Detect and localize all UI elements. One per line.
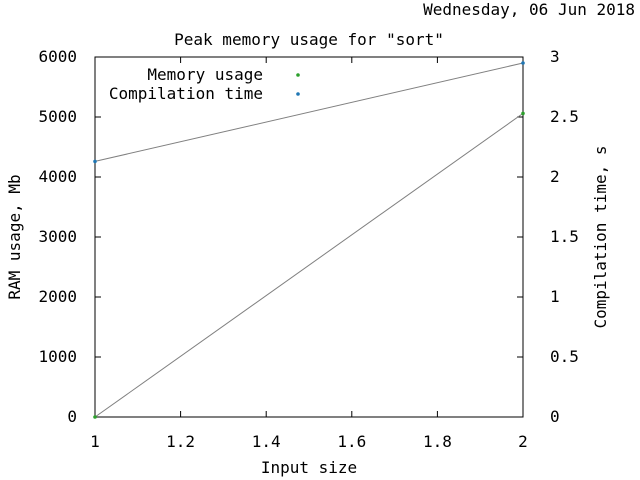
y2-tick-label: 1.5 <box>550 227 579 246</box>
timestamp: Wednesday, 06 Jun 2018 <box>423 0 635 19</box>
x-axis: 1 1.2 1.4 1.6 1.8 2 <box>90 57 528 451</box>
y-tick-label: 3000 <box>38 227 77 246</box>
legend-marker <box>296 92 300 96</box>
legend-marker <box>296 73 300 77</box>
data-point <box>93 415 97 419</box>
data-point <box>521 111 525 116</box>
y-axis-label: RAM usage, Mb <box>5 174 24 299</box>
series-line-0 <box>94 112 524 418</box>
x-tick-label: 1.4 <box>252 432 281 451</box>
series-line-1 <box>94 62 524 162</box>
legend-label: Memory usage <box>147 65 263 84</box>
x-tick-label: 1.8 <box>423 432 452 451</box>
x-tick-label: 1 <box>90 432 100 451</box>
y2-tick-label: 0 <box>550 407 560 426</box>
chart-title: Peak memory usage for "sort" <box>174 30 444 49</box>
y2-tick-label: 2 <box>550 167 560 186</box>
x-tick-label: 2 <box>518 432 528 451</box>
series-layer <box>93 61 525 419</box>
y-tick-label: 5000 <box>38 107 77 126</box>
y-tick-label: 6000 <box>38 47 77 66</box>
y-axis-right: 0 0.5 1 1.5 2 2.5 3 <box>517 47 579 426</box>
y-tick-label: 0 <box>67 407 77 426</box>
x-axis-label: Input size <box>261 458 357 477</box>
y-axis-left: 0 1000 2000 3000 4000 5000 6000 <box>38 47 101 426</box>
y2-tick-label: 3 <box>550 47 560 66</box>
y2-axis-label: Compilation time, s <box>591 145 610 328</box>
legend-label: Compilation time <box>109 84 263 103</box>
y2-tick-label: 2.5 <box>550 107 579 126</box>
x-tick-label: 1.2 <box>166 432 195 451</box>
y2-tick-label: 1 <box>550 287 560 306</box>
y2-tick-label: 0.5 <box>550 347 579 366</box>
x-tick-label: 1.6 <box>337 432 366 451</box>
plot-frame <box>94 56 524 418</box>
y-tick-label: 2000 <box>38 287 77 306</box>
y-tick-label: 1000 <box>38 347 77 366</box>
data-point <box>521 61 525 65</box>
data-point <box>93 159 97 164</box>
y-tick-label: 4000 <box>38 167 77 186</box>
